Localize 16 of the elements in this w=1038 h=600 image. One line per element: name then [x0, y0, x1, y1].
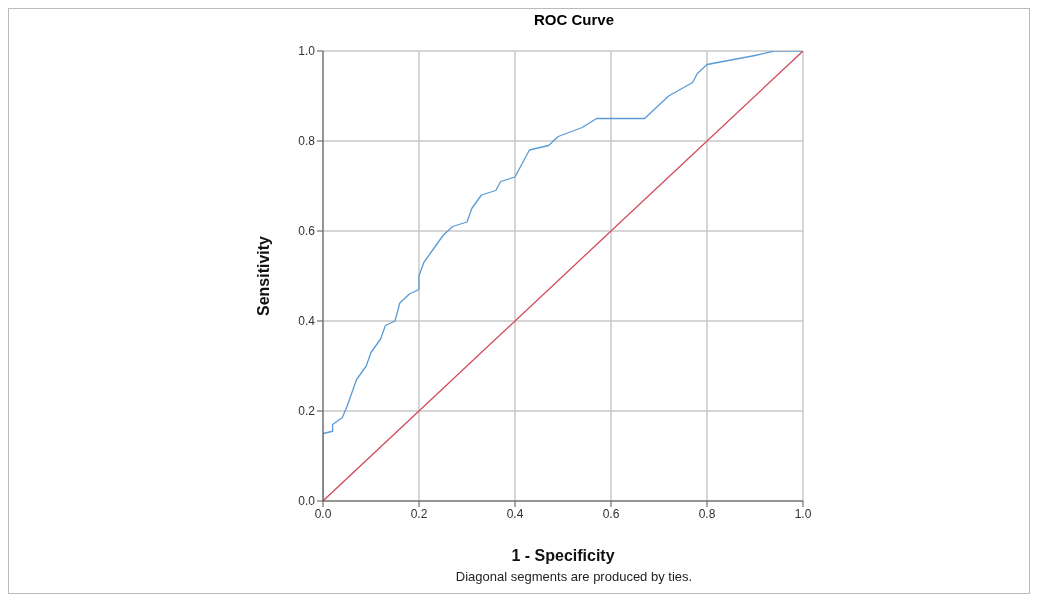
y-tick-label: 1.0 [298, 44, 316, 59]
x-tick-label: 0.4 [506, 506, 524, 521]
x-tick-label: 0.2 [410, 506, 428, 521]
chart-title: ROC Curve [533, 11, 615, 28]
x-tick-label: 0.6 [602, 506, 620, 521]
x-tick-label: 0.8 [698, 506, 716, 521]
x-axis-title: 1 - Specificity [511, 547, 615, 564]
y-tick-label: 0.0 [298, 494, 316, 509]
y-tick-label: 0.4 [298, 314, 316, 329]
y-tick-label: 0.8 [298, 134, 316, 149]
y-tick-label: 0.6 [298, 224, 316, 239]
x-tick-label: 0.0 [314, 506, 332, 521]
y-axis-title: Sensitivity [254, 235, 272, 317]
y-tick-label: 0.2 [298, 404, 316, 419]
text: Diagonal segments are produced by ties. [454, 569, 694, 584]
x-tick-label: 1.0 [794, 506, 812, 521]
